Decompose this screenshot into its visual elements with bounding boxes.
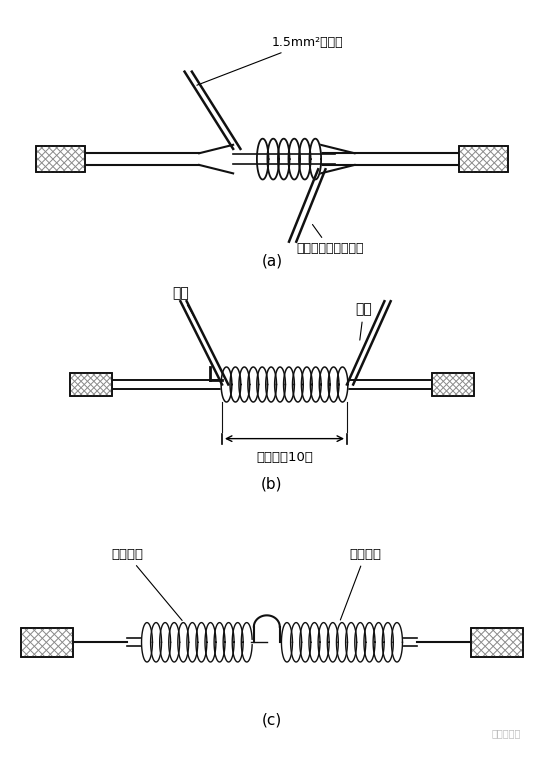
Polygon shape: [319, 367, 330, 402]
Polygon shape: [288, 138, 300, 179]
Polygon shape: [345, 623, 357, 662]
Polygon shape: [293, 367, 303, 402]
Polygon shape: [239, 367, 250, 402]
Polygon shape: [327, 623, 338, 662]
Polygon shape: [221, 367, 232, 402]
Polygon shape: [178, 623, 189, 662]
Polygon shape: [141, 623, 152, 662]
Text: 继续缠绕: 继续缠绕: [111, 548, 182, 621]
Polygon shape: [364, 623, 375, 662]
Polygon shape: [283, 367, 294, 402]
Polygon shape: [459, 146, 508, 172]
Polygon shape: [318, 623, 329, 662]
Polygon shape: [36, 146, 85, 172]
Polygon shape: [232, 623, 243, 662]
Polygon shape: [309, 623, 320, 662]
Text: (b): (b): [261, 477, 283, 492]
Text: 折回: 折回: [172, 286, 196, 320]
Text: 电力合伙人: 电力合伙人: [491, 728, 521, 738]
Polygon shape: [432, 373, 474, 396]
Polygon shape: [382, 623, 393, 662]
Polygon shape: [311, 367, 321, 402]
Text: 折回: 折回: [355, 302, 372, 340]
Polygon shape: [160, 623, 171, 662]
Text: 填入一根同直径芜线: 填入一根同直径芜线: [296, 225, 364, 255]
Polygon shape: [336, 623, 348, 662]
Text: 导线直径10倍: 导线直径10倍: [256, 451, 313, 464]
Polygon shape: [21, 628, 72, 657]
Polygon shape: [230, 367, 241, 402]
Polygon shape: [310, 138, 321, 179]
Text: (a): (a): [262, 254, 282, 268]
Polygon shape: [257, 138, 269, 179]
Polygon shape: [223, 623, 234, 662]
Polygon shape: [248, 367, 258, 402]
Polygon shape: [257, 367, 268, 402]
Polygon shape: [355, 623, 366, 662]
Polygon shape: [205, 623, 216, 662]
Polygon shape: [337, 367, 348, 402]
Text: (c): (c): [262, 713, 282, 727]
Polygon shape: [214, 623, 225, 662]
Polygon shape: [300, 623, 311, 662]
Polygon shape: [373, 623, 384, 662]
Polygon shape: [392, 623, 403, 662]
Polygon shape: [242, 623, 252, 662]
Text: 1.5mm²裸铜线: 1.5mm²裸铜线: [197, 36, 344, 85]
Polygon shape: [290, 623, 301, 662]
Polygon shape: [70, 373, 112, 396]
Polygon shape: [268, 138, 279, 179]
Polygon shape: [301, 367, 312, 402]
Polygon shape: [275, 367, 286, 402]
Polygon shape: [196, 623, 207, 662]
Polygon shape: [281, 623, 293, 662]
Text: 继续缠绕: 继续缠绕: [341, 548, 381, 620]
Polygon shape: [472, 628, 523, 657]
Polygon shape: [299, 138, 311, 179]
Polygon shape: [187, 623, 198, 662]
Polygon shape: [328, 367, 339, 402]
Polygon shape: [151, 623, 162, 662]
Polygon shape: [278, 138, 289, 179]
Polygon shape: [169, 623, 180, 662]
Polygon shape: [266, 367, 276, 402]
